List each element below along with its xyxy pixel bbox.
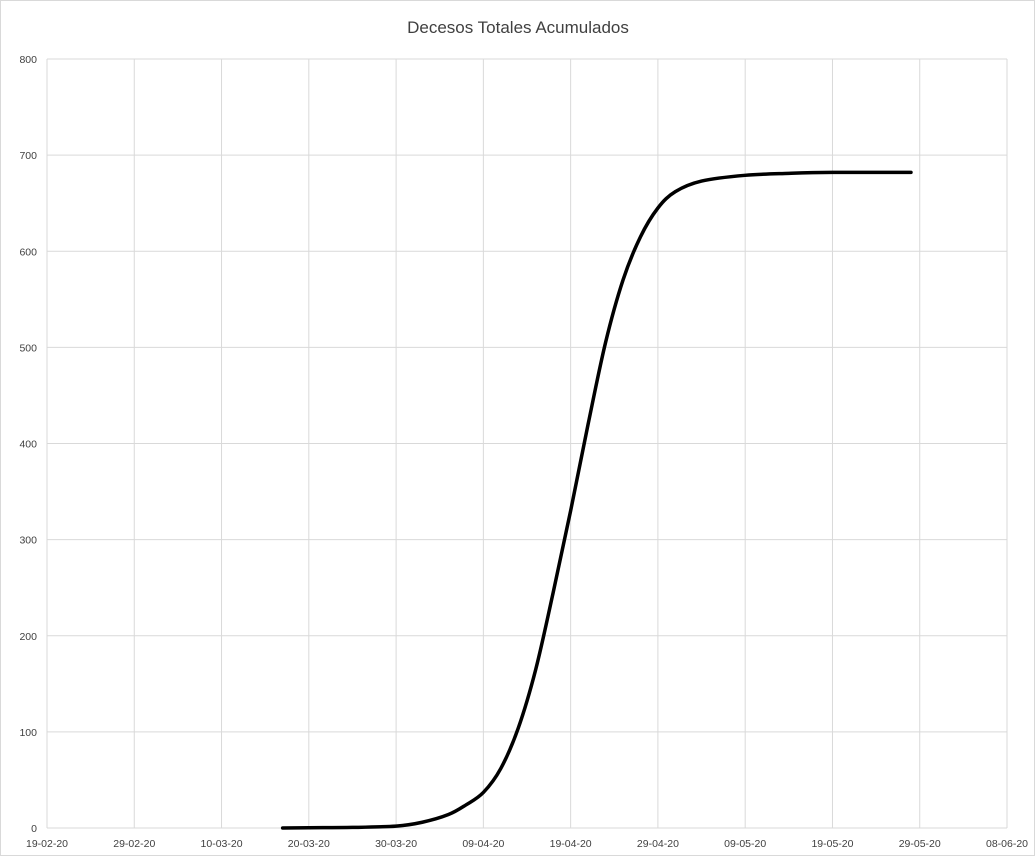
y-tick-label: 300 xyxy=(19,535,37,547)
series-line xyxy=(280,170,913,830)
x-tick-label: 19-02-20 xyxy=(26,838,68,850)
x-tick-label: 08-06-20 xyxy=(986,838,1028,850)
y-tick-label: 600 xyxy=(19,246,37,258)
y-tick-label: 100 xyxy=(19,727,37,739)
x-tick-label: 29-04-20 xyxy=(637,838,679,850)
x-tick-label: 29-02-20 xyxy=(113,838,155,850)
x-tick-label: 09-04-20 xyxy=(462,838,504,850)
y-tick-label: 700 xyxy=(19,150,37,162)
x-tick-label: 09-05-20 xyxy=(724,838,766,850)
x-tick-label: 20-03-20 xyxy=(288,838,330,850)
x-tick-label: 19-04-20 xyxy=(550,838,592,850)
y-tick-label: 0 xyxy=(31,823,37,835)
y-tick-label: 500 xyxy=(19,342,37,354)
y-tick-label: 400 xyxy=(19,439,37,451)
x-tick-label: 29-05-20 xyxy=(899,838,941,850)
y-tick-label: 800 xyxy=(19,54,37,66)
x-tick-label: 19-05-20 xyxy=(811,838,853,850)
chart-title: Decesos Totales Acumulados xyxy=(407,18,629,37)
x-tick-label: 30-03-20 xyxy=(375,838,417,850)
x-tick-label: 10-03-20 xyxy=(201,838,243,850)
y-tick-label: 200 xyxy=(19,631,37,643)
